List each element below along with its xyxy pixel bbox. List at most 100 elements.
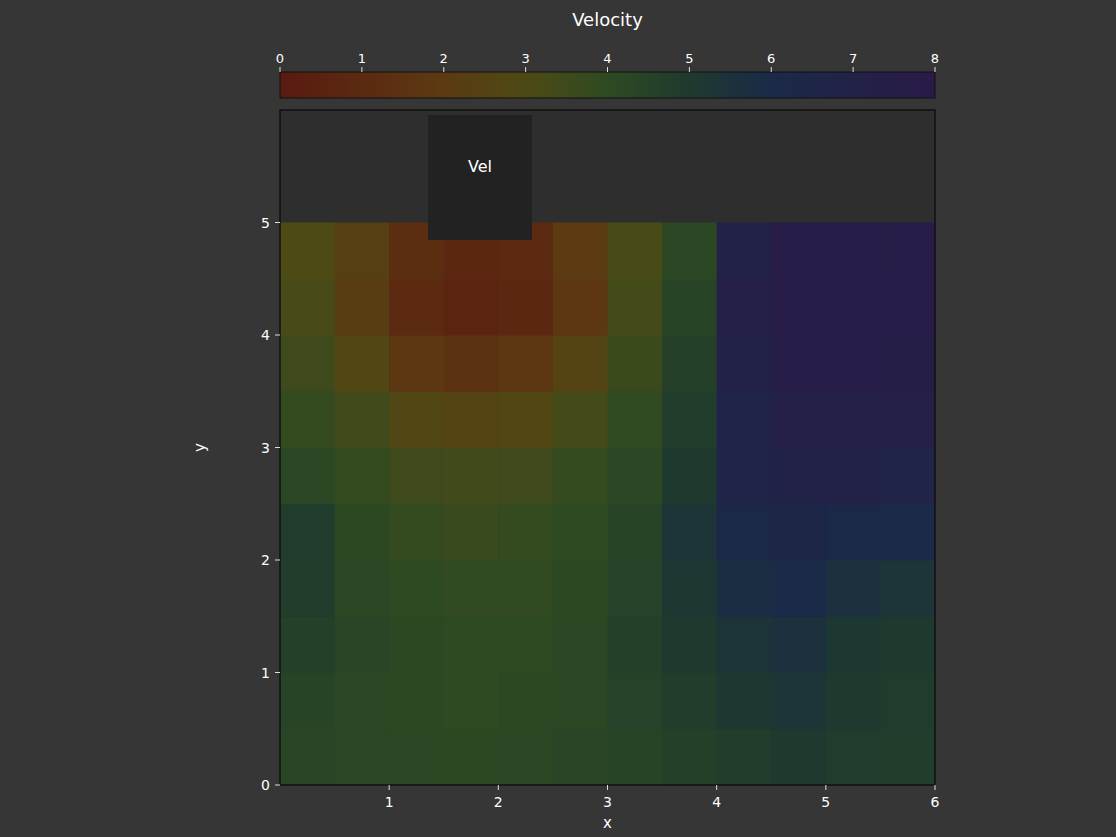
heat-cell	[444, 673, 499, 730]
heat-cell	[880, 504, 935, 561]
heat-cell	[444, 560, 499, 617]
heat-cell	[880, 391, 935, 448]
heat-cell	[771, 616, 826, 673]
heat-cell	[389, 335, 444, 392]
heat-cell	[553, 223, 608, 280]
heat-cell	[280, 391, 335, 448]
heat-cell	[880, 560, 935, 617]
heat-cell	[771, 335, 826, 392]
x-tick-label: 3	[603, 794, 612, 810]
heat-cell	[608, 616, 663, 673]
y-tick	[275, 335, 280, 336]
heat-cell	[717, 223, 772, 280]
heat-cell	[717, 560, 772, 617]
heat-cell	[498, 391, 553, 448]
heat-cell	[662, 279, 717, 336]
y-tick-label: 1	[261, 665, 270, 681]
heat-cell	[553, 391, 608, 448]
heat-cell	[498, 504, 553, 561]
y-tick	[275, 560, 280, 561]
background	[0, 0, 1116, 837]
heat-cell	[608, 223, 663, 280]
heat-cell	[662, 504, 717, 561]
colorbar-tick	[935, 67, 936, 72]
heat-cell	[717, 448, 772, 505]
heat-cell	[389, 560, 444, 617]
y-tick-label: 5	[261, 215, 270, 231]
heat-cell	[553, 279, 608, 336]
heat-cell	[826, 729, 881, 785]
cells	[280, 223, 935, 786]
heat-cell	[771, 391, 826, 448]
heat-cell	[880, 223, 935, 280]
heat-cell	[826, 504, 881, 561]
heat-cell	[280, 729, 335, 785]
colorbar-tick-label: 3	[521, 51, 529, 66]
colorbar-tick	[771, 67, 772, 72]
annotation-box	[428, 115, 532, 240]
heat-cell	[335, 560, 390, 617]
heat-cell	[444, 279, 499, 336]
title: Velocity	[572, 9, 643, 30]
colorbar-tick	[280, 67, 281, 72]
heat-cell	[717, 729, 772, 785]
heat-cell	[498, 335, 553, 392]
heat-cell	[662, 335, 717, 392]
heat-cell	[826, 335, 881, 392]
heat-cell	[826, 616, 881, 673]
heat-cell	[717, 673, 772, 730]
heat-cell	[771, 223, 826, 280]
heat-cell	[771, 504, 826, 561]
x-tick	[607, 785, 608, 790]
heat-cell	[444, 448, 499, 505]
heat-cell	[662, 673, 717, 730]
colorbar-tick-label: 7	[849, 51, 857, 66]
colorbar-tick	[607, 67, 608, 72]
heat-cell	[280, 279, 335, 336]
frame	[280, 110, 935, 785]
heat-cell	[662, 616, 717, 673]
heat-cell	[608, 335, 663, 392]
heat-cell	[335, 616, 390, 673]
x-tick	[498, 785, 499, 790]
colorbar-tick-label: 2	[440, 51, 448, 66]
heat-cell	[498, 448, 553, 505]
heat-cell	[389, 729, 444, 785]
heat-cell	[553, 448, 608, 505]
heat-cell	[335, 504, 390, 561]
colorbar-tick-label: 0	[276, 51, 284, 66]
y-tick-label: 4	[261, 327, 270, 343]
heat-cell	[826, 673, 881, 730]
heat-cell	[771, 729, 826, 785]
heat-cell	[771, 448, 826, 505]
x-axis-title: x	[603, 814, 612, 832]
colorbar-tick-label: 4	[603, 51, 611, 66]
y-tick	[275, 785, 280, 786]
heat-cell	[280, 223, 335, 280]
heat-cell	[280, 673, 335, 730]
heat-cell	[826, 560, 881, 617]
annotation: Vel	[468, 157, 492, 176]
heat-cell	[880, 335, 935, 392]
x-tick-label: 6	[931, 794, 940, 810]
y-tick	[275, 447, 280, 448]
plot-area	[280, 110, 935, 785]
heat-cell	[389, 616, 444, 673]
heat-cell	[826, 223, 881, 280]
heat-cell	[498, 729, 553, 785]
heat-cell	[498, 279, 553, 336]
heat-cell	[608, 279, 663, 336]
y-tick-label: 0	[261, 777, 270, 793]
x-tick	[825, 785, 826, 790]
heat-cell	[608, 391, 663, 448]
heat-cell	[717, 616, 772, 673]
heat-cell	[662, 391, 717, 448]
heat-cell	[608, 729, 663, 785]
heat-cell	[280, 448, 335, 505]
y-tick	[275, 672, 280, 673]
colorbar-tick-label: 5	[685, 51, 693, 66]
x-tick-label: 5	[821, 794, 830, 810]
heat-cell	[880, 729, 935, 785]
heat-cell	[280, 504, 335, 561]
colorbar-tick-label: 6	[767, 51, 775, 66]
